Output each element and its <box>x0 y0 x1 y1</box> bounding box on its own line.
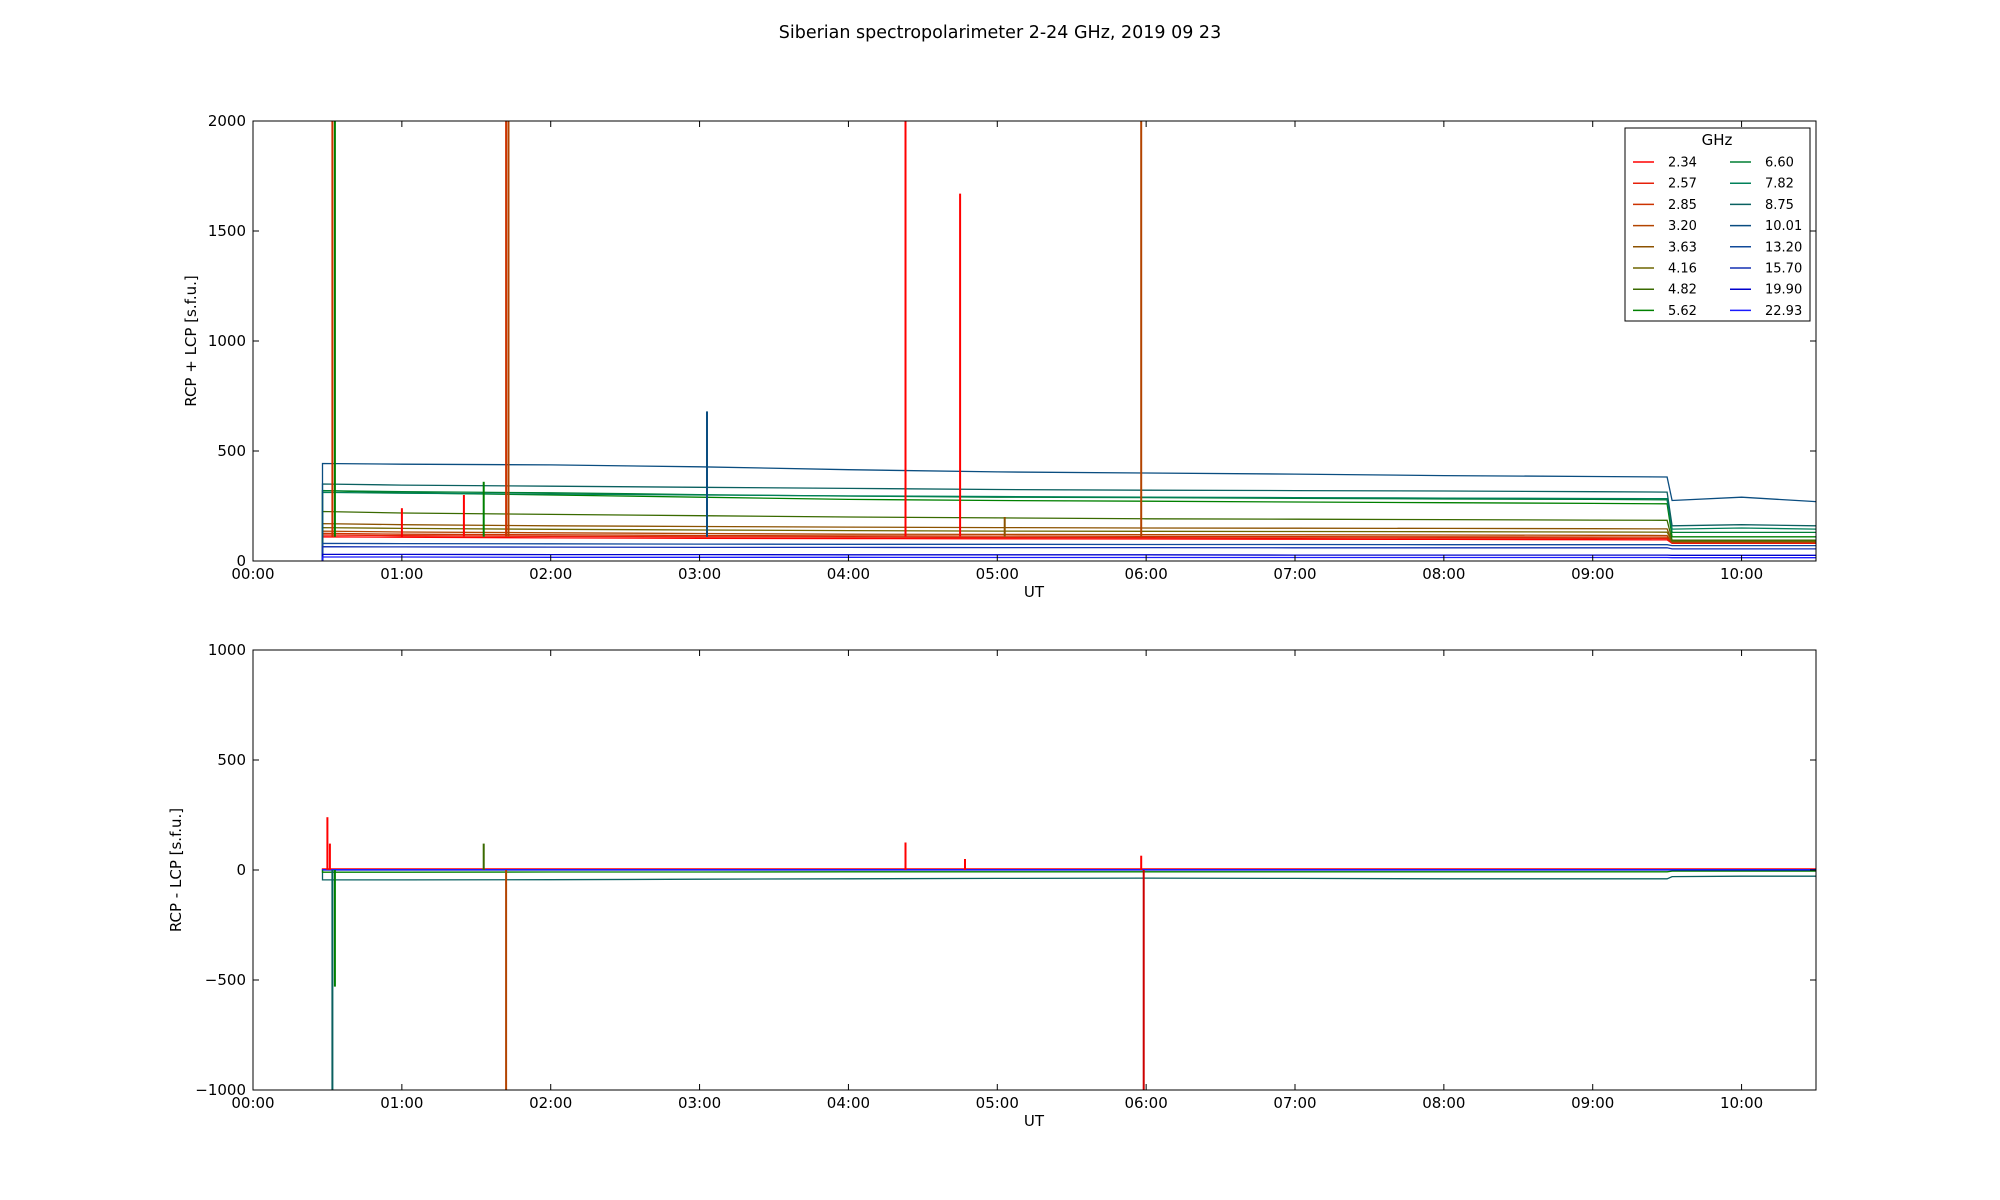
series-line-19-90 <box>321 553 1816 561</box>
y-tick-label: 500 <box>217 442 246 460</box>
series-line-5-62 <box>321 870 1816 873</box>
x-tick-label: 00:00 <box>231 1094 274 1112</box>
x-tick-label: 10:00 <box>1720 565 1763 583</box>
top-x-axis-label: UT <box>1024 583 1045 601</box>
legend-items: 2.34 2.57 2.85 3.20 3.63 4.16 4.82 5.62 6.60 7.82… <box>1633 156 1802 319</box>
x-tick-label: 06:00 <box>1125 565 1168 583</box>
series-line-8-75 <box>321 870 1816 881</box>
legend-label: 2.34 <box>1668 156 1697 171</box>
legend-label: 22.93 <box>1765 304 1802 319</box>
x-tick-label: 03:00 <box>678 565 721 583</box>
y-tick-label: 1000 <box>208 332 246 350</box>
legend-label: 13.20 <box>1765 240 1802 255</box>
x-tick-label: 02:00 <box>529 565 572 583</box>
x-tick-label: 06:00 <box>1125 1094 1168 1112</box>
x-tick-label: 00:00 <box>231 565 274 583</box>
y-tick-label: 0 <box>236 552 246 570</box>
top-spikes-group <box>331 121 1143 537</box>
x-tick-label: 01:00 <box>380 565 423 583</box>
series-line-2-34 <box>321 868 1816 870</box>
legend-label: 2.57 <box>1668 177 1697 192</box>
legend-label: 2.85 <box>1668 198 1697 213</box>
x-tick-label: 07:00 <box>1273 1094 1316 1112</box>
bottom-x-axis-label: UT <box>1024 1112 1045 1130</box>
legend-label: 15.70 <box>1765 262 1802 277</box>
x-tick-label: 01:00 <box>380 1094 423 1112</box>
legend-label: 6.60 <box>1765 156 1794 171</box>
x-tick-label: 09:00 <box>1571 565 1614 583</box>
x-tick-label: 05:00 <box>976 1094 1019 1112</box>
x-tick-label: 08:00 <box>1422 565 1465 583</box>
x-tick-label: 04:00 <box>827 565 870 583</box>
y-tick-label: 500 <box>217 751 246 769</box>
legend: GHz 2.34 2.57 2.85 3.20 3.63 4.16 4.82 5.62 6.60… <box>1624 127 1811 322</box>
top-panel: 00:00 01:00 02:00 03:00 04:00 05:00 06:00 07:00… <box>182 112 1817 601</box>
legend-label: 10.01 <box>1765 219 1802 234</box>
series-line-13-20 <box>321 542 1816 561</box>
legend-label: 3.63 <box>1668 240 1697 255</box>
series-line-8-75 <box>321 483 1817 561</box>
bottom-panel: 00:00 01:00 02:00 03:00 04:00 05:00 06:00 07:00… <box>167 641 1817 1130</box>
legend-box <box>1624 127 1811 322</box>
bottom-y-axis: −1000 −500 0 500 1000 <box>195 641 1816 1099</box>
bottom-x-axis: 00:00 01:00 02:00 03:00 04:00 05:00 06:00 07:00… <box>231 650 1763 1112</box>
y-tick-label: −500 <box>205 971 246 989</box>
bottom-spikes-group <box>326 817 1145 1090</box>
series-line-15-70 <box>321 546 1816 561</box>
top-x-axis: 00:00 01:00 02:00 03:00 04:00 05:00 06:00 07:00… <box>231 121 1763 583</box>
top-series-group <box>321 462 1817 561</box>
y-tick-label: 0 <box>236 861 246 879</box>
series-line-4-16 <box>321 526 1816 561</box>
x-tick-label: 08:00 <box>1422 1094 1465 1112</box>
x-tick-label: 09:00 <box>1571 1094 1614 1112</box>
legend-label: 19.90 <box>1765 283 1802 298</box>
legend-label: 7.82 <box>1765 177 1794 192</box>
figure-title: Siberian spectropolarimeter 2-24 GHz, 20… <box>779 23 1221 43</box>
y-tick-label: 1000 <box>208 641 246 659</box>
y-tick-label: −1000 <box>195 1081 246 1099</box>
series-line-4-82 <box>321 510 1816 561</box>
legend-label: 4.16 <box>1668 262 1697 277</box>
top-y-axis: 0 500 1000 1500 2000 <box>208 112 1816 570</box>
series-line-3-20 <box>321 530 1816 561</box>
bottom-y-axis-label: RCP - LCP [s.f.u.] <box>167 808 185 932</box>
series-line-10-01 <box>321 462 1817 561</box>
legend-label: 5.62 <box>1668 304 1697 319</box>
x-tick-label: 02:00 <box>529 1094 572 1112</box>
x-tick-label: 07:00 <box>1273 565 1316 583</box>
x-tick-label: 10:00 <box>1720 1094 1763 1112</box>
legend-title: GHz <box>1702 131 1733 149</box>
top-y-axis-label: RCP + LCP [s.f.u.] <box>182 275 200 406</box>
bottom-series-group <box>321 868 1816 881</box>
legend-label: 3.20 <box>1668 219 1697 234</box>
x-tick-label: 03:00 <box>678 1094 721 1112</box>
x-tick-label: 04:00 <box>827 1094 870 1112</box>
x-tick-label: 05:00 <box>976 565 1019 583</box>
y-tick-label: 1500 <box>208 222 246 240</box>
legend-label: 4.82 <box>1668 283 1697 298</box>
legend-label: 8.75 <box>1765 198 1794 213</box>
y-tick-label: 2000 <box>208 112 246 130</box>
